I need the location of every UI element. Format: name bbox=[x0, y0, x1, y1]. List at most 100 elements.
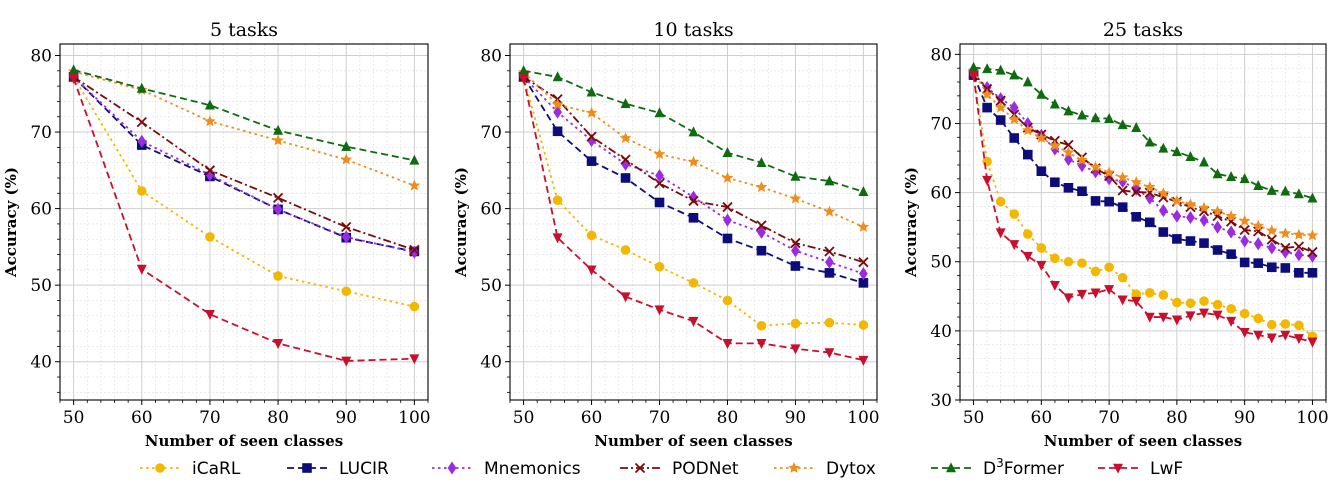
legend-marker bbox=[634, 462, 646, 474]
data-point-dytox bbox=[789, 192, 802, 204]
data-point-lucir bbox=[1239, 257, 1250, 268]
data-point-podnet bbox=[688, 195, 699, 207]
data-point-mnemonics bbox=[1294, 248, 1304, 262]
y-tick-label: 80 bbox=[480, 46, 502, 66]
legend-marker bbox=[302, 463, 312, 473]
data-point-d3former bbox=[1049, 98, 1060, 109]
data-point-icarl bbox=[688, 278, 699, 288]
y-tick-label: 70 bbox=[480, 123, 502, 143]
legend-label: Mnemonics bbox=[484, 459, 581, 479]
data-point-mnemonics bbox=[341, 230, 351, 244]
data-point-lucir bbox=[1050, 177, 1060, 188]
chart-title: 25 tasks bbox=[1103, 19, 1183, 41]
data-point-d3former bbox=[654, 107, 665, 118]
data-point-d3former bbox=[756, 156, 767, 167]
series-line-lucir bbox=[72, 76, 415, 253]
data-point-dytox bbox=[551, 98, 564, 110]
data-point-lwf bbox=[1104, 285, 1115, 296]
x-axis-label: Number of seen classes bbox=[594, 432, 792, 450]
data-point-d3former bbox=[1226, 171, 1237, 182]
series-lwf bbox=[968, 70, 1318, 348]
data-point-d3former bbox=[136, 82, 147, 93]
data-point-lucir bbox=[1158, 227, 1169, 237]
data-point-mnemonics bbox=[1253, 237, 1263, 251]
data-point-dytox bbox=[1198, 201, 1210, 213]
y-axis-label: Accuracy (%) bbox=[2, 167, 20, 278]
data-point-d3former bbox=[620, 98, 631, 109]
data-point-d3former bbox=[1293, 188, 1304, 199]
data-point-dytox bbox=[1089, 160, 1102, 172]
data-point-lwf bbox=[858, 355, 869, 366]
data-point-lwf bbox=[1131, 296, 1142, 307]
major-grid bbox=[960, 44, 1326, 401]
data-point-lucir bbox=[1117, 202, 1128, 212]
data-point-podnet bbox=[272, 192, 284, 204]
legend-marker bbox=[788, 461, 800, 473]
series-line-dytox bbox=[522, 71, 864, 228]
data-point-lwf bbox=[1022, 251, 1033, 262]
data-point-lwf bbox=[1212, 310, 1223, 321]
data-point-lucir bbox=[1185, 236, 1196, 246]
data-point-mnemonics bbox=[1186, 210, 1195, 225]
minor-ticks bbox=[957, 67, 1327, 403]
data-point-dytox bbox=[994, 101, 1007, 113]
data-point-mnemonics bbox=[1158, 204, 1168, 218]
data-point-lwf bbox=[1049, 280, 1060, 291]
data-point-icarl bbox=[552, 195, 563, 205]
series-line-lwf bbox=[72, 78, 415, 362]
x-tick-label: 100 bbox=[398, 408, 430, 428]
data-point-dytox bbox=[857, 220, 870, 232]
data-point-lwf bbox=[982, 175, 993, 186]
series-mnemonics bbox=[519, 70, 868, 281]
data-point-mnemonics bbox=[1267, 241, 1277, 255]
legend-item-d3former: D3Former bbox=[931, 456, 1064, 479]
legend-item-icarl: iCaRL bbox=[140, 459, 241, 479]
data-point-lwf bbox=[204, 309, 215, 320]
data-point-mnemonics bbox=[1145, 191, 1155, 205]
data-point-lwf bbox=[1090, 288, 1101, 299]
y-tick-label: 60 bbox=[480, 200, 502, 220]
data-point-icarl bbox=[824, 317, 835, 328]
data-point-lucir bbox=[995, 115, 1006, 125]
data-point-d3former bbox=[1077, 109, 1087, 120]
x-tick-label: 100 bbox=[847, 408, 879, 428]
data-point-podnet bbox=[1293, 241, 1305, 252]
data-point-dytox bbox=[981, 88, 993, 100]
data-point-dytox bbox=[1171, 194, 1183, 206]
legend: iCaRL LUCIR Mnemonics PODNet Dytox D3Former Lw… bbox=[140, 456, 1183, 479]
data-point-lwf bbox=[586, 265, 597, 276]
data-point-d3former bbox=[1009, 69, 1020, 80]
x-tick-label: 50 bbox=[513, 408, 535, 428]
x-tick-label: 100 bbox=[1296, 408, 1328, 428]
chart-panel-3: 50 60 70 80 90 100 30 40 50 60 70 80 25 tasks Number … bbox=[902, 19, 1329, 450]
data-point-dytox bbox=[340, 153, 353, 165]
data-point-podnet bbox=[995, 95, 1006, 106]
data-point-dytox bbox=[1157, 187, 1170, 199]
legend-marker bbox=[155, 463, 165, 473]
data-point-lucir bbox=[1144, 217, 1155, 228]
series-dytox bbox=[967, 64, 1319, 241]
data-point-dytox bbox=[1184, 198, 1197, 210]
x-axis-label: Number of seen classes bbox=[145, 432, 343, 450]
data-point-lwf bbox=[273, 339, 284, 350]
data-point-podnet bbox=[620, 154, 631, 165]
data-point-d3former bbox=[1144, 136, 1155, 147]
series-lwf bbox=[68, 74, 420, 367]
data-point-lucir bbox=[1280, 263, 1291, 273]
x-tick-label: 90 bbox=[785, 408, 807, 428]
series-line-lucir bbox=[522, 76, 864, 284]
data-point-d3former bbox=[1104, 112, 1115, 123]
data-point-lwf bbox=[620, 292, 631, 303]
data-point-d3former bbox=[688, 126, 699, 137]
data-point-icarl bbox=[1022, 229, 1033, 239]
data-point-podnet bbox=[1212, 210, 1223, 222]
data-point-lucir bbox=[756, 245, 767, 256]
series-line-icarl bbox=[972, 73, 1314, 338]
minor-grid bbox=[59, 44, 429, 400]
data-point-mnemonics bbox=[791, 244, 800, 258]
data-point-lwf bbox=[790, 344, 801, 355]
data-point-lwf bbox=[1009, 240, 1020, 251]
data-point-mnemonics bbox=[410, 245, 419, 259]
y-tick-label: 40 bbox=[30, 353, 52, 373]
series-icarl bbox=[68, 72, 420, 312]
